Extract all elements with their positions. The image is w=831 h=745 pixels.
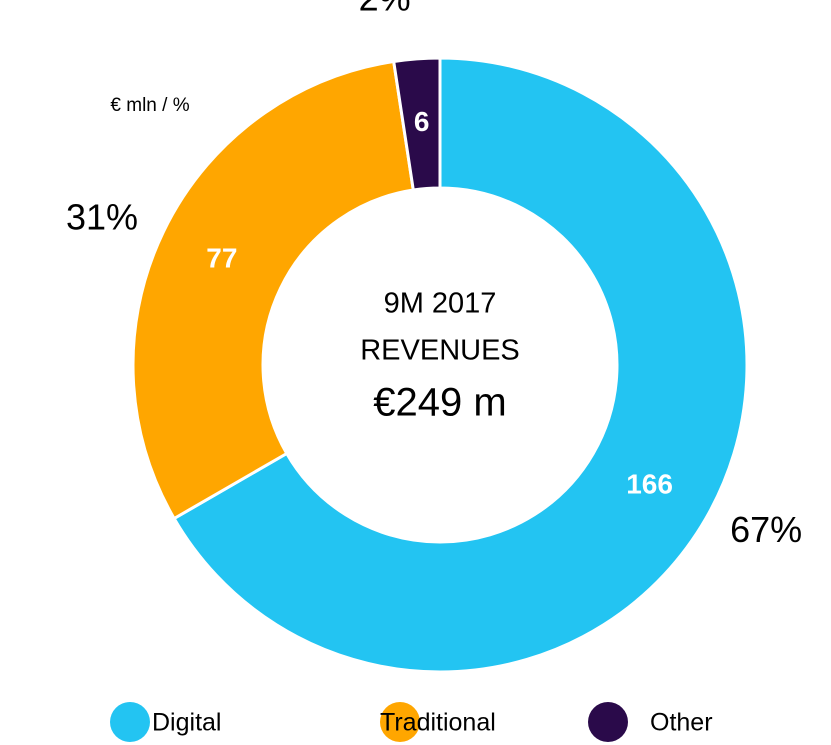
legend-swatch xyxy=(110,702,150,742)
share-label: 67% xyxy=(730,509,802,550)
legend-label: Other xyxy=(650,709,713,737)
value-label: 77 xyxy=(206,243,237,274)
donut-segment xyxy=(391,56,442,192)
donut-segment xyxy=(172,56,749,674)
legend-swatch xyxy=(380,702,420,742)
legend-label: Traditional xyxy=(380,709,496,737)
share-label: 2% xyxy=(359,0,411,18)
share-label: 31% xyxy=(66,196,138,237)
unit-label: € mln / % xyxy=(110,95,189,116)
value-label: 6 xyxy=(414,106,430,137)
center-line: 9M 2017 xyxy=(384,288,497,320)
value-label: 166 xyxy=(626,468,673,499)
donut-segment xyxy=(131,59,416,521)
center-total: €249 m xyxy=(373,381,506,425)
legend-label: Digital xyxy=(152,709,221,737)
legend-swatch xyxy=(588,702,628,742)
center-line: REVENUES xyxy=(360,335,520,367)
